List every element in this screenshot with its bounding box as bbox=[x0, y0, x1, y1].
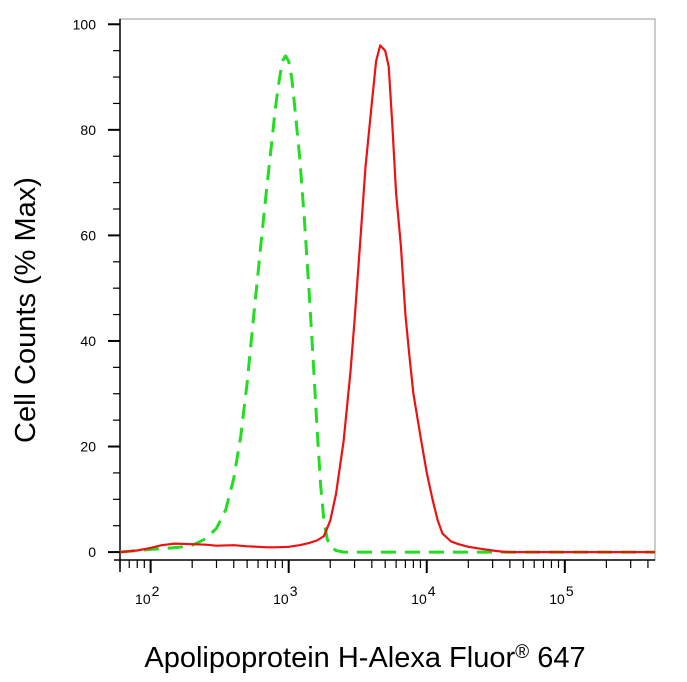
x-tick-exponent: 3 bbox=[290, 583, 298, 599]
x-tick-label: 10 bbox=[411, 591, 427, 607]
y-tick-label: 0 bbox=[88, 544, 96, 560]
plot-frame bbox=[114, 18, 656, 572]
x-tick-label: 10 bbox=[135, 591, 151, 607]
x-axis: 10 2 10 3 10 4 10 5 bbox=[119, 560, 649, 607]
y-tick-label: 60 bbox=[80, 227, 96, 243]
x-axis-title-registered-mark: ® bbox=[515, 642, 529, 663]
series-line-1 bbox=[119, 54, 655, 554]
x-axis-title-suffix: 647 bbox=[529, 642, 585, 674]
x-tick-exponent: 2 bbox=[152, 583, 160, 599]
x-tick-label: 10 bbox=[273, 591, 289, 607]
y-axis: 0 20 40 60 80 100 bbox=[73, 16, 120, 560]
x-tick-exponent: 5 bbox=[566, 583, 574, 599]
y-tick-label: 40 bbox=[80, 333, 96, 349]
x-tick-exponent: 4 bbox=[428, 583, 436, 599]
x-axis-title: Apolipoprotein H-Alexa Fluor® 647 bbox=[144, 642, 585, 674]
series-line-2 bbox=[119, 44, 655, 554]
y-axis-title: Cell Counts (% Max) bbox=[10, 177, 42, 443]
x-tick-label: 10 bbox=[549, 591, 565, 607]
y-tick-label: 80 bbox=[80, 122, 96, 138]
plot-border bbox=[119, 18, 656, 561]
y-tick-label: 100 bbox=[73, 16, 97, 32]
x-axis-title-main: Apolipoprotein H-Alexa Fluor bbox=[144, 642, 515, 674]
y-tick-label: 20 bbox=[80, 439, 96, 455]
series-layer bbox=[119, 44, 655, 554]
